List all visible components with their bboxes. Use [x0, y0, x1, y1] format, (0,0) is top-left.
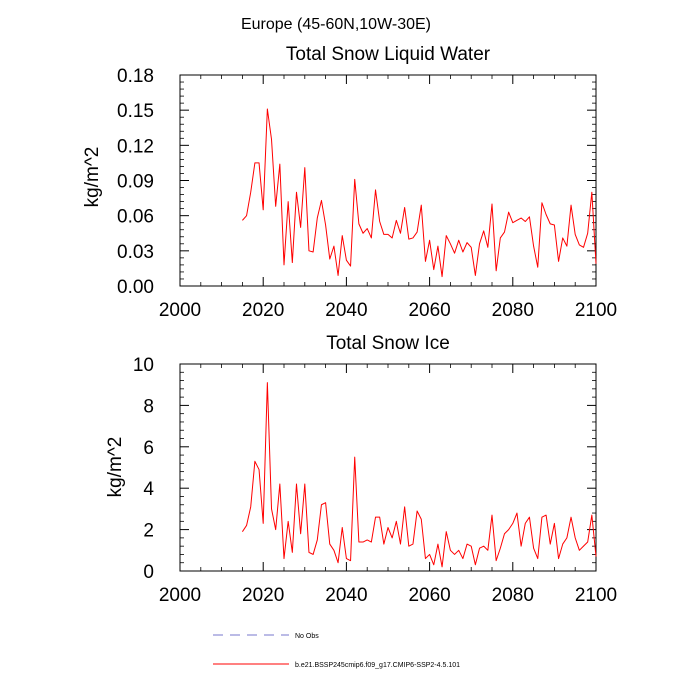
y-tick-label: 0	[143, 562, 154, 583]
plot-area-snow-liquid-water: 2000 2020 2040 2060 2080 2100 0.00 0.03 0.06 0.09…	[117, 66, 617, 321]
legend-label-model-run: b.e21.BSSP245cmip6.f09_g17.CMIP6-SSP2-4.…	[295, 662, 460, 669]
legend: No Obs b.e21.BSSP245cmip6.f09_g17.CMIP6-…	[213, 633, 460, 669]
y-tick-label: 10	[133, 355, 154, 376]
series-line	[241, 382, 597, 568]
main-title: Europe (45-60N,10W-30E)	[241, 16, 431, 33]
y-tick-label: 0.03	[117, 242, 154, 263]
y-tick-label: 0.06	[117, 207, 154, 228]
panel-title-snow-liquid-water: Total Snow Liquid Water	[286, 44, 491, 65]
x-tick-label: 2000	[159, 300, 201, 321]
y-tick-label: 0.09	[117, 172, 154, 193]
y-tick-label: 8	[143, 396, 154, 417]
y-tick-label: 6	[143, 438, 154, 459]
x-tick-label: 2100	[575, 585, 617, 606]
x-tick-label: 2080	[492, 585, 534, 606]
plot-frame	[179, 74, 597, 287]
x-tick-label: 2000	[159, 585, 201, 606]
y-tick-label: 0.18	[117, 66, 154, 87]
series-line	[242, 108, 597, 278]
legend-label-no-obs: No Obs	[295, 633, 319, 640]
panel-snow-ice: Total Snow Ice kg/m^2 2000 2020 2040 2060 20…	[105, 333, 617, 606]
panel-snow-liquid-water: Total Snow Liquid Water kg/m^2 2000 2020 2…	[82, 44, 617, 321]
y-tick-label: 4	[143, 479, 154, 500]
x-tick-label: 2080	[492, 300, 534, 321]
x-tick-label: 2060	[408, 585, 450, 606]
plot-area-snow-ice: 2000 2020 2040 2060 2080 2100 0 2 4 6 8 10	[133, 355, 617, 606]
y-tick-label: 0.15	[117, 101, 154, 122]
x-tick-label: 2060	[408, 300, 450, 321]
y-tick-label: 0.12	[117, 136, 154, 157]
x-tick-label: 2020	[242, 585, 284, 606]
y-axis-label-snow-ice: kg/m^2	[105, 437, 126, 498]
x-tick-label: 2100	[575, 300, 617, 321]
x-tick-label: 2020	[242, 300, 284, 321]
y-axis-label-snow-liquid-water: kg/m^2	[82, 147, 103, 208]
panel-title-snow-ice: Total Snow Ice	[326, 333, 450, 354]
x-tick-label: 2040	[325, 585, 367, 606]
x-tick-label: 2040	[325, 300, 367, 321]
y-tick-label: 0.00	[117, 277, 154, 298]
y-tick-label: 2	[143, 521, 154, 542]
plot-frame	[179, 363, 597, 572]
